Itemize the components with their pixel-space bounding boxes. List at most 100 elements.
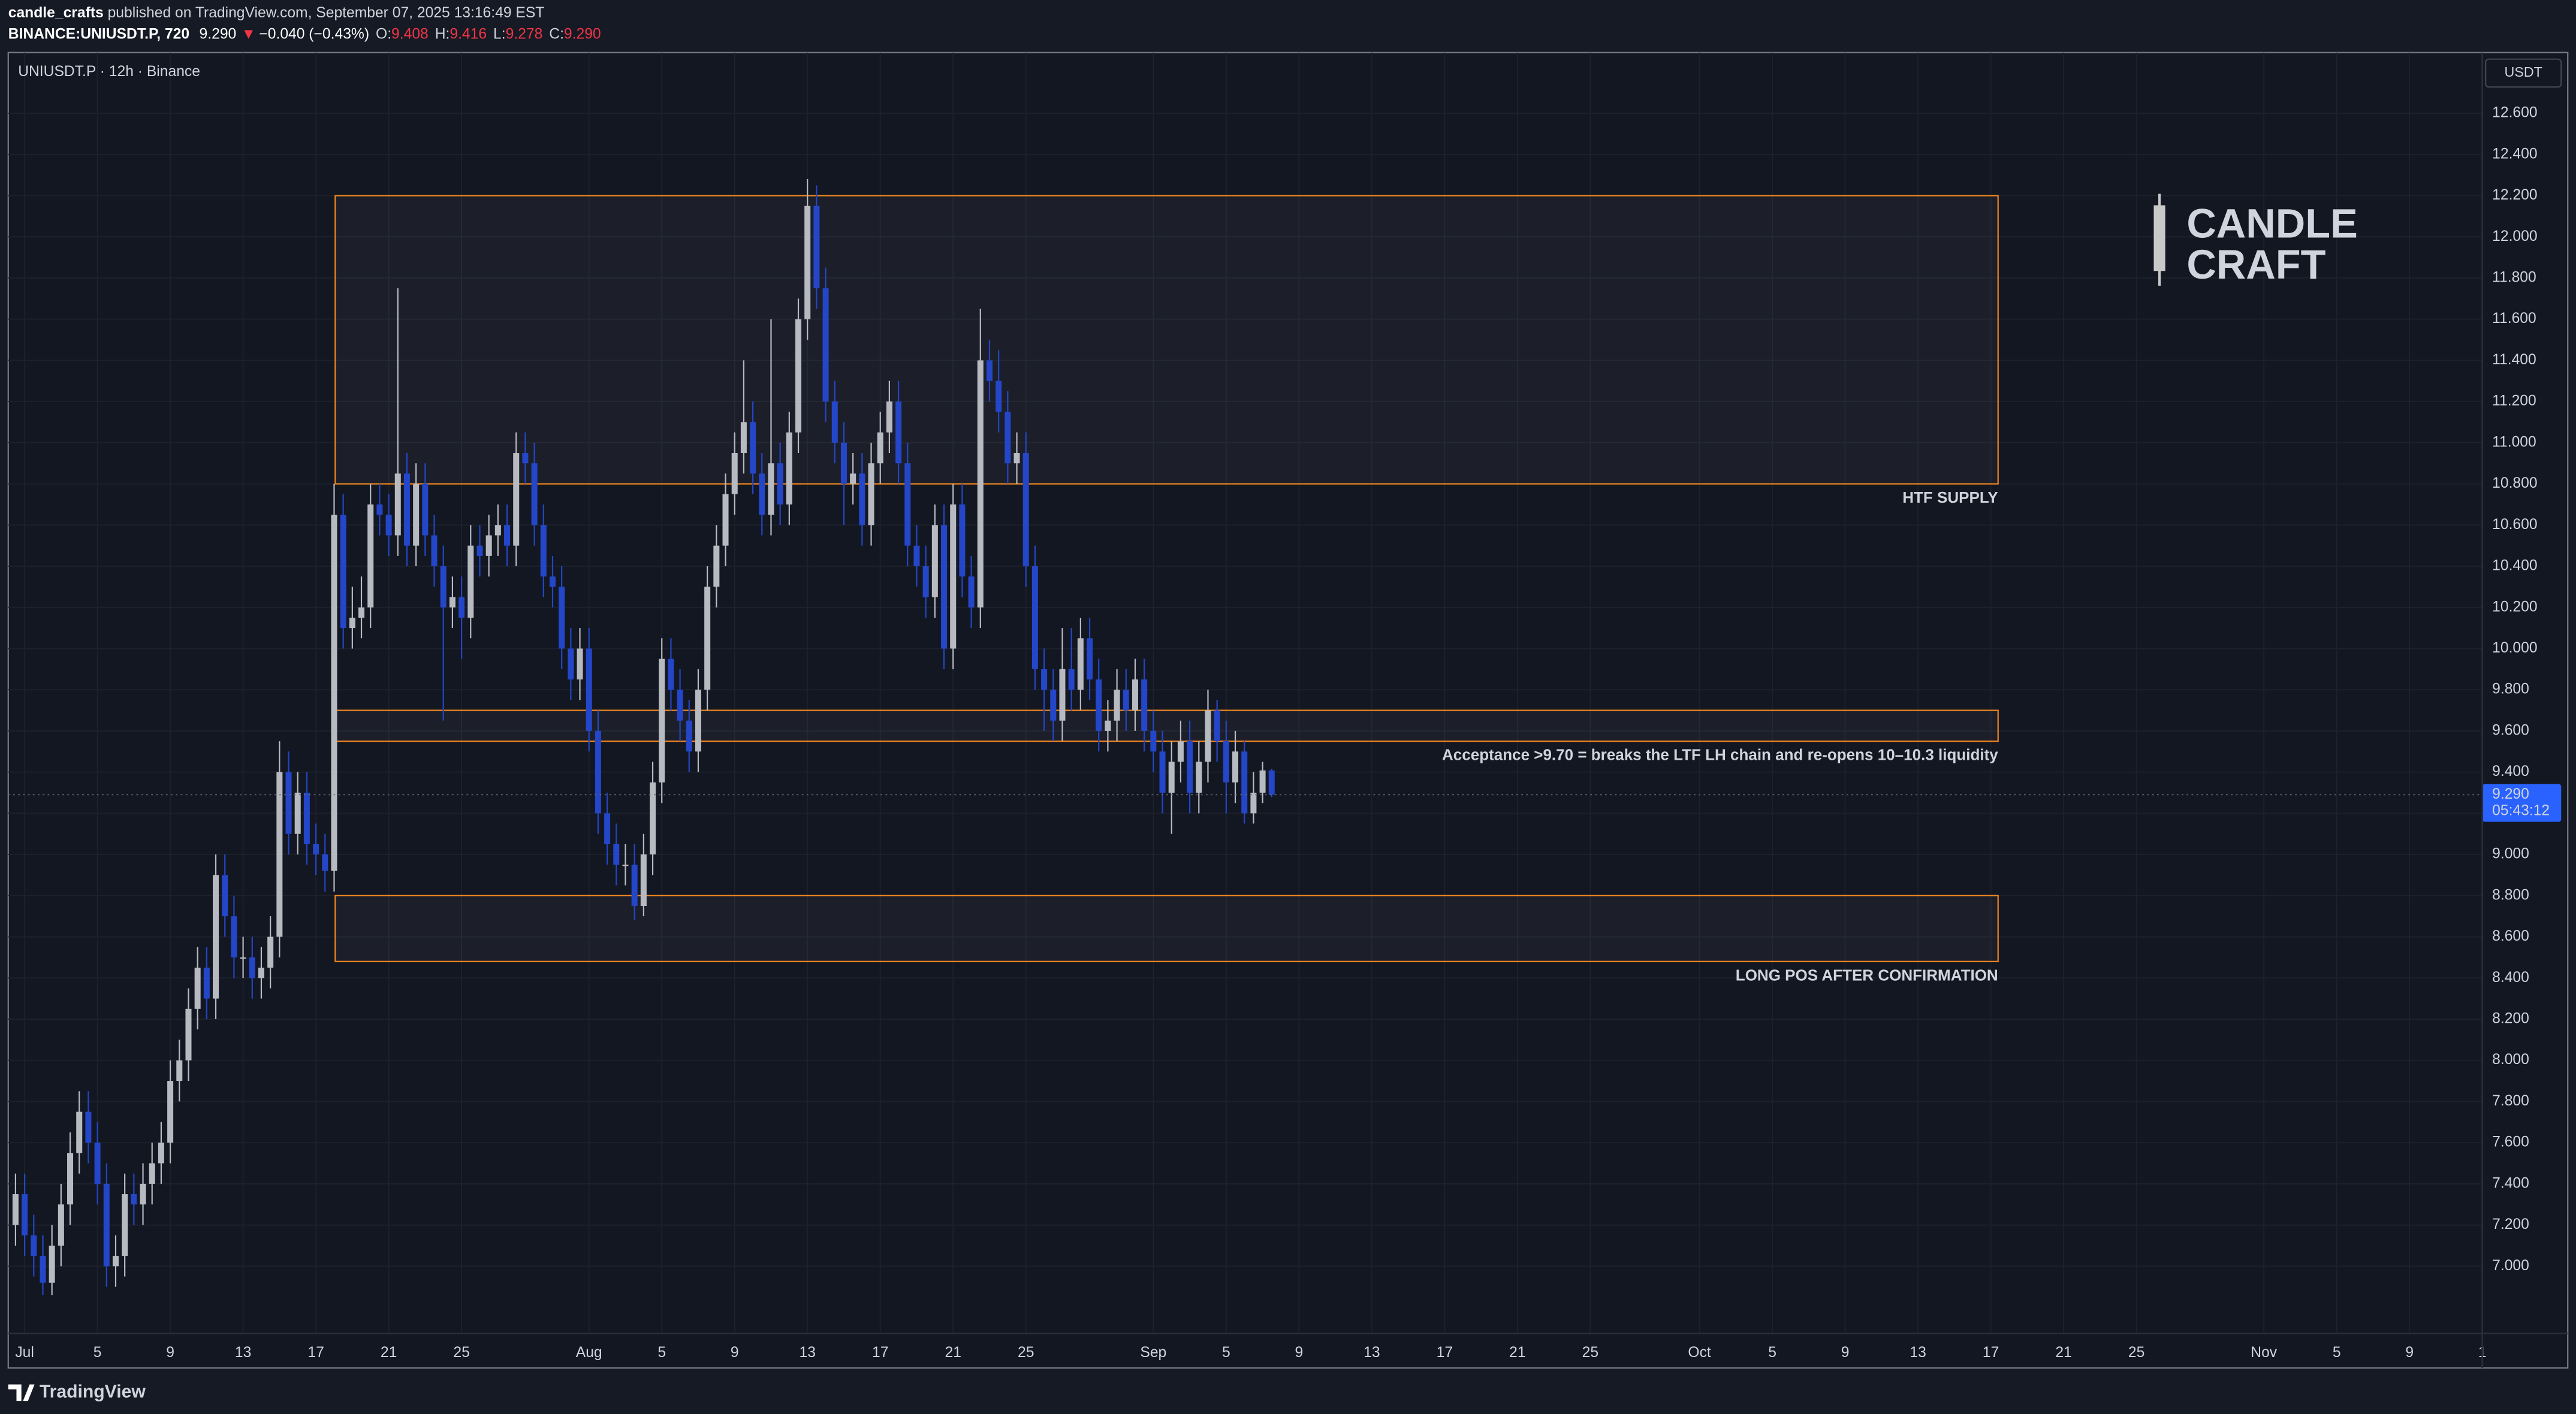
candle-body [340, 515, 346, 629]
candle-body [695, 690, 701, 752]
candle-body [194, 968, 201, 1009]
candle-body [12, 1194, 19, 1225]
candle-body [877, 432, 883, 464]
candle-body [977, 360, 984, 608]
candle-body [1196, 762, 1202, 793]
x-tick-label: Oct [1688, 1344, 1711, 1361]
currency-button[interactable] [2485, 58, 2562, 88]
y-tick-label: 9.800 [2492, 681, 2529, 697]
candle-body [294, 793, 301, 834]
candle-body [240, 957, 246, 959]
y-tick-label: 10.000 [2492, 640, 2537, 656]
symbol: BINANCE:UNIUSDT.P, 720 [8, 26, 189, 42]
x-tick-label: 13 [235, 1344, 251, 1361]
o-value: 9.408 [391, 26, 429, 42]
y-tick-label: 11.000 [2492, 434, 2536, 450]
logo-line: CANDLE [2186, 200, 2357, 246]
candle-body [149, 1163, 155, 1184]
candle-body [1022, 453, 1029, 567]
candle-body [686, 720, 692, 752]
logo: CANDLE CRAFT [2153, 194, 2358, 288]
candle-body [358, 607, 365, 618]
zone [334, 195, 1999, 485]
x-tick-label: 17 [1437, 1344, 1453, 1361]
candle-body [540, 525, 547, 577]
candle-body [303, 793, 310, 844]
candle-body [494, 525, 501, 536]
candle-body [886, 401, 892, 433]
candle-body [804, 206, 811, 319]
candle-body [768, 463, 774, 515]
candle-body [668, 658, 674, 690]
candle-body [231, 916, 237, 957]
candle-body [367, 504, 374, 608]
candle-body [822, 288, 829, 402]
y-tick-label: 7.400 [2492, 1175, 2529, 1191]
candle-body [786, 432, 792, 504]
candle-body [112, 1256, 119, 1267]
y-tick-label: 12.600 [2492, 105, 2537, 121]
countdown: 05:43:12 [2492, 802, 2550, 818]
x-tick-label: Sep [1140, 1344, 1166, 1361]
c-value: 9.290 [564, 26, 601, 42]
candle-body [996, 380, 1002, 412]
x-tick-label: 17 [1983, 1344, 1999, 1361]
candle-body [385, 515, 392, 536]
candle-body [1077, 638, 1084, 690]
candle-body [504, 525, 511, 546]
zone-label: HTF SUPPLY [1902, 488, 1998, 506]
y-tick-label: 12.000 [2492, 228, 2537, 244]
x-tick-label: 5 [1768, 1344, 1776, 1361]
x-tick-label: 25 [1582, 1344, 1598, 1361]
candle-body [94, 1143, 101, 1184]
candle-body [167, 1081, 174, 1143]
candle-body [1087, 638, 1093, 680]
candle-body [1041, 669, 1048, 690]
candle-body [31, 1235, 37, 1256]
zone-label: LONG POS AFTER CONFIRMATION [1736, 966, 1998, 984]
candle-body [931, 525, 938, 597]
zone [334, 709, 1999, 742]
x-tick-label: 9 [166, 1344, 174, 1361]
candle-body [513, 453, 520, 546]
candle-body [185, 1008, 192, 1060]
candles [12, 179, 1275, 1295]
y-tick-label: 8.400 [2492, 969, 2529, 986]
x-tick-label: 17 [872, 1344, 888, 1361]
candle-body [258, 968, 264, 978]
candle-body [640, 854, 647, 907]
candle-body [331, 515, 337, 871]
candle-body [394, 473, 401, 536]
candle-body [1096, 679, 1102, 731]
candle-body [795, 319, 802, 433]
candle-body [941, 525, 948, 649]
y-tick-label: 7.600 [2492, 1134, 2529, 1150]
x-tick-label: 9 [1841, 1344, 1850, 1361]
candle-body [950, 504, 957, 649]
candle-body [677, 690, 683, 721]
candle-body [103, 1183, 110, 1267]
candle-body [1268, 770, 1275, 795]
chart-title: UNIUSDT.P · 12h · Binance [18, 64, 200, 80]
candle-body [276, 772, 283, 937]
candle-body [1159, 751, 1166, 793]
candle-body [922, 566, 929, 597]
zones: HTF SUPPLY Acceptance >9.70 = breaks the … [334, 195, 1999, 984]
y-tick-label: 8.200 [2492, 1011, 2529, 1027]
candle-body [1005, 412, 1011, 464]
candle-body [203, 968, 210, 999]
h-value: 9.416 [450, 26, 487, 42]
x-tick-label: 13 [799, 1344, 815, 1361]
candle-body [1114, 690, 1120, 721]
y-tick-label: 7.000 [2492, 1258, 2529, 1274]
x-tick-label: 25 [2128, 1344, 2144, 1361]
candle-body [522, 453, 529, 464]
publish-line: candle_crafts published on TradingView.c… [8, 4, 545, 20]
candle-body [1132, 679, 1138, 711]
y-tick-label: 9.400 [2492, 763, 2529, 779]
grid [8, 52, 2483, 1334]
x-tick-label: 9 [731, 1344, 739, 1361]
footer-logo: TradingView [8, 1382, 146, 1401]
candle-body [1150, 730, 1157, 752]
currency-label[interactable]: USDT [2505, 64, 2542, 80]
